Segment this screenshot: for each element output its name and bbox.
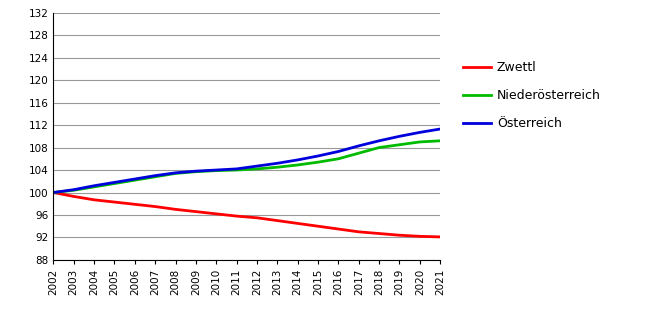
Zwettl — [396, 233, 404, 237]
Niederösterreich — [334, 157, 342, 161]
Zwettl — [233, 214, 241, 218]
Zwettl — [192, 210, 200, 214]
Line: Niederösterreich: Niederösterreich — [53, 141, 440, 192]
Zwettl — [212, 212, 220, 216]
Zwettl — [151, 205, 159, 209]
Österreich — [111, 180, 119, 184]
Zwettl — [111, 200, 119, 204]
Zwettl — [416, 235, 424, 238]
Österreich — [334, 150, 342, 153]
Niederösterreich — [212, 169, 220, 172]
Niederösterreich — [90, 185, 98, 189]
Niederösterreich — [293, 163, 301, 167]
Zwettl — [436, 235, 444, 239]
Niederösterreich — [49, 191, 57, 194]
Österreich — [49, 191, 57, 194]
Österreich — [416, 131, 424, 134]
Zwettl — [70, 195, 78, 198]
Niederösterreich — [192, 170, 200, 174]
Niederösterreich — [233, 168, 241, 172]
Niederösterreich — [171, 171, 179, 175]
Niederösterreich — [314, 160, 322, 164]
Österreich — [314, 154, 322, 158]
Österreich — [70, 188, 78, 191]
Österreich — [253, 164, 261, 168]
Line: Österreich: Österreich — [53, 129, 440, 192]
Österreich — [171, 171, 179, 175]
Niederösterreich — [396, 143, 404, 147]
Niederösterreich — [131, 178, 139, 182]
Zwettl — [334, 227, 342, 231]
Niederösterreich — [253, 167, 261, 171]
Niederösterreich — [151, 175, 159, 179]
Zwettl — [314, 224, 322, 228]
Österreich — [131, 177, 139, 181]
Zwettl — [90, 198, 98, 202]
Niederösterreich — [70, 188, 78, 192]
Niederösterreich — [416, 140, 424, 144]
Österreich — [375, 139, 383, 143]
Niederösterreich — [375, 146, 383, 149]
Zwettl — [171, 207, 179, 211]
Österreich — [293, 158, 301, 162]
Niederösterreich — [273, 165, 281, 169]
Zwettl — [273, 219, 281, 223]
Österreich — [436, 127, 444, 131]
Zwettl — [375, 232, 383, 236]
Zwettl — [293, 222, 301, 225]
Niederösterreich — [436, 139, 444, 143]
Zwettl — [131, 202, 139, 206]
Österreich — [151, 174, 159, 178]
Niederösterreich — [111, 182, 119, 185]
Zwettl — [355, 230, 363, 234]
Niederösterreich — [355, 151, 363, 155]
Österreich — [396, 134, 404, 138]
Österreich — [273, 161, 281, 165]
Österreich — [192, 169, 200, 173]
Line: Zwettl: Zwettl — [53, 192, 440, 237]
Österreich — [355, 144, 363, 148]
Zwettl — [253, 216, 261, 220]
Zwettl — [49, 191, 57, 194]
Österreich — [212, 168, 220, 172]
Legend: Zwettl, Niederösterreich, Österreich: Zwettl, Niederösterreich, Österreich — [458, 56, 606, 135]
Österreich — [233, 167, 241, 171]
Österreich — [90, 184, 98, 188]
